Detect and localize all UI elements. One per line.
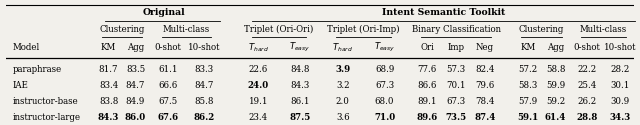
Text: 3.6: 3.6 — [336, 113, 349, 122]
Text: Agg: Agg — [547, 43, 564, 52]
Text: Multi-class: Multi-class — [163, 25, 210, 34]
Text: Triplet (Ori-Ori): Triplet (Ori-Ori) — [244, 25, 314, 34]
Text: 68.0: 68.0 — [375, 97, 394, 106]
Text: 86.2: 86.2 — [194, 113, 215, 122]
Text: Neg: Neg — [476, 43, 494, 52]
Text: 84.3: 84.3 — [98, 113, 119, 122]
Text: 66.6: 66.6 — [159, 81, 178, 90]
Text: 2.0: 2.0 — [336, 97, 349, 106]
Text: IAE: IAE — [13, 81, 29, 90]
Text: 10-shot: 10-shot — [188, 43, 221, 52]
Text: 87.5: 87.5 — [289, 113, 310, 122]
Text: 61.4: 61.4 — [545, 113, 566, 122]
Text: 77.6: 77.6 — [418, 65, 437, 74]
Text: 86.6: 86.6 — [418, 81, 437, 90]
Text: 24.0: 24.0 — [248, 81, 269, 90]
Text: 67.3: 67.3 — [447, 97, 466, 106]
Text: Multi-class: Multi-class — [580, 25, 627, 34]
Text: instructor-base: instructor-base — [13, 97, 79, 106]
Text: 57.9: 57.9 — [518, 97, 538, 106]
Text: 30.9: 30.9 — [610, 97, 629, 106]
Text: 86.0: 86.0 — [125, 113, 146, 122]
Text: $T_{easy}$: $T_{easy}$ — [374, 41, 396, 54]
Text: 59.9: 59.9 — [546, 81, 565, 90]
Text: 83.4: 83.4 — [99, 81, 118, 90]
Text: 67.3: 67.3 — [375, 81, 394, 90]
Text: $T_{hard}$: $T_{hard}$ — [248, 42, 269, 54]
Text: paraphrase: paraphrase — [13, 65, 62, 74]
Text: 0-shot: 0-shot — [155, 43, 182, 52]
Text: 19.1: 19.1 — [248, 97, 268, 106]
Text: Imp: Imp — [447, 43, 465, 52]
Text: 89.6: 89.6 — [417, 113, 438, 122]
Text: 68.9: 68.9 — [375, 65, 394, 74]
Text: 89.1: 89.1 — [417, 97, 437, 106]
Text: $T_{easy}$: $T_{easy}$ — [289, 41, 311, 54]
Text: 57.2: 57.2 — [518, 65, 538, 74]
Text: 71.0: 71.0 — [374, 113, 396, 122]
Text: 70.1: 70.1 — [446, 81, 466, 90]
Text: 84.8: 84.8 — [291, 65, 310, 74]
Text: 25.4: 25.4 — [577, 81, 596, 90]
Text: KM: KM — [101, 43, 116, 52]
Text: 67.5: 67.5 — [159, 97, 178, 106]
Text: 84.3: 84.3 — [291, 81, 310, 90]
Text: Agg: Agg — [127, 43, 144, 52]
Text: 26.2: 26.2 — [577, 97, 596, 106]
Text: 22.2: 22.2 — [577, 65, 596, 74]
Text: Clustering: Clustering — [519, 25, 564, 34]
Text: Triplet (Ori-Imp): Triplet (Ori-Imp) — [327, 25, 400, 34]
Text: 73.5: 73.5 — [445, 113, 467, 122]
Text: Clustering: Clustering — [99, 25, 145, 34]
Text: 28.2: 28.2 — [610, 65, 629, 74]
Text: 84.7: 84.7 — [126, 81, 145, 90]
Text: 61.1: 61.1 — [158, 65, 178, 74]
Text: 34.3: 34.3 — [609, 113, 630, 122]
Text: 59.1: 59.1 — [517, 113, 538, 122]
Text: 3.9: 3.9 — [335, 65, 350, 74]
Text: Original: Original — [143, 8, 186, 17]
Text: 83.3: 83.3 — [195, 65, 214, 74]
Text: Binary Classification: Binary Classification — [412, 25, 500, 34]
Text: $T_{hard}$: $T_{hard}$ — [332, 42, 353, 54]
Text: 82.4: 82.4 — [476, 65, 495, 74]
Text: 0-shot: 0-shot — [573, 43, 600, 52]
Text: 22.6: 22.6 — [248, 65, 268, 74]
Text: 28.8: 28.8 — [577, 113, 598, 122]
Text: Intent Semantic Toolkit: Intent Semantic Toolkit — [382, 8, 505, 17]
Text: 85.8: 85.8 — [195, 97, 214, 106]
Text: 58.3: 58.3 — [518, 81, 538, 90]
Text: 3.2: 3.2 — [336, 81, 349, 90]
Text: Ori: Ori — [420, 43, 434, 52]
Text: 87.4: 87.4 — [474, 113, 495, 122]
Text: 86.1: 86.1 — [291, 97, 310, 106]
Text: 59.2: 59.2 — [546, 97, 565, 106]
Text: 83.5: 83.5 — [126, 65, 145, 74]
Text: 81.7: 81.7 — [99, 65, 118, 74]
Text: 83.8: 83.8 — [99, 97, 118, 106]
Text: 78.4: 78.4 — [476, 97, 495, 106]
Text: 10-shot: 10-shot — [604, 43, 636, 52]
Text: 58.8: 58.8 — [546, 65, 565, 74]
Text: 57.3: 57.3 — [447, 65, 466, 74]
Text: 84.7: 84.7 — [195, 81, 214, 90]
Text: instructor-large: instructor-large — [13, 113, 81, 122]
Text: KM: KM — [520, 43, 535, 52]
Text: 79.6: 79.6 — [476, 81, 495, 90]
Text: Model: Model — [13, 43, 40, 52]
Text: 30.1: 30.1 — [610, 81, 629, 90]
Text: 84.9: 84.9 — [126, 97, 145, 106]
Text: 23.4: 23.4 — [249, 113, 268, 122]
Text: 67.6: 67.6 — [157, 113, 179, 122]
